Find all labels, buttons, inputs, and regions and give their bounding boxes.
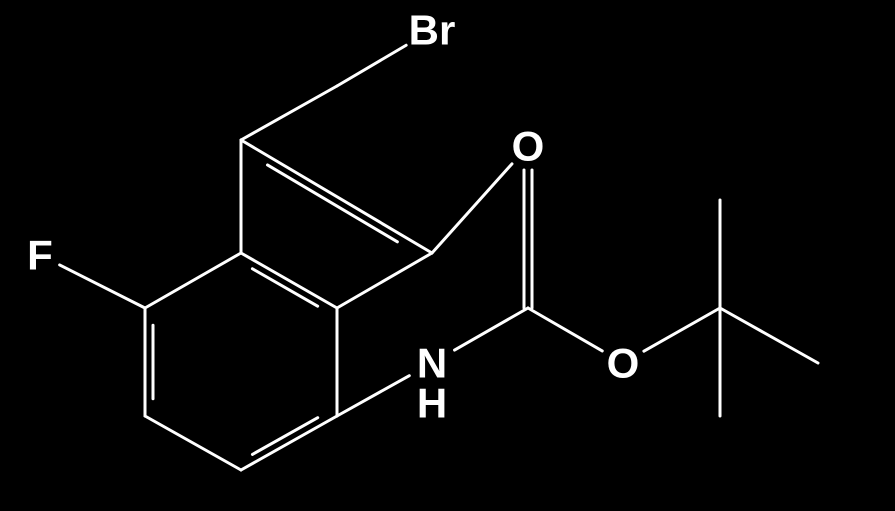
canvas-bg <box>0 0 895 511</box>
atom-label-o: O <box>607 340 640 387</box>
atom-label-f: F <box>27 232 53 279</box>
atom-label-br: Br <box>409 7 456 54</box>
molecule-diagram: FBrONHO <box>0 0 895 511</box>
atom-label-o: O <box>512 123 545 170</box>
atom-label-h: H <box>417 380 447 427</box>
